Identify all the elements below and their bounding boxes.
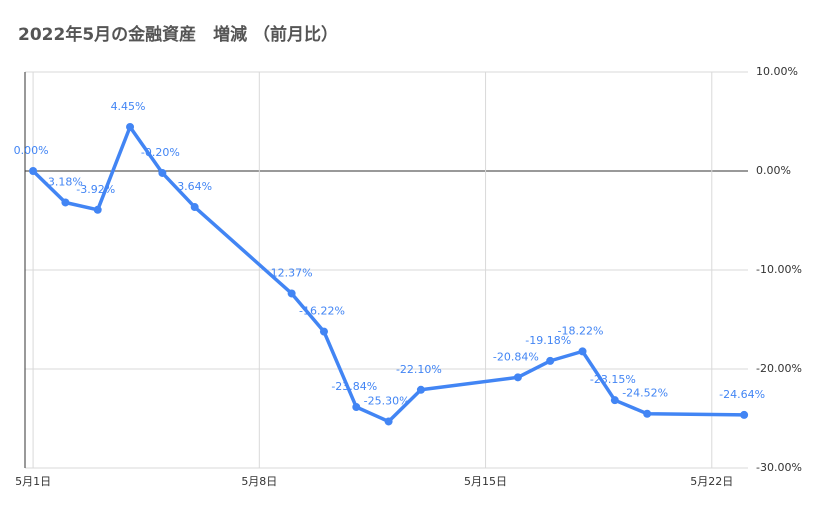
data-label: -20.84% [493, 350, 539, 363]
point [610, 396, 619, 405]
point [513, 373, 522, 382]
x-tick-label: 5月8日 [241, 475, 277, 488]
data-label: -0.20% [141, 146, 180, 159]
data-label: -25.30% [364, 394, 410, 407]
point [740, 410, 749, 419]
data-label: -23.84% [331, 380, 377, 393]
point [29, 167, 38, 175]
x-tick-label: 5月22日 [690, 475, 733, 488]
data-label: -18.22% [558, 324, 604, 337]
data-label: -12.37% [267, 266, 313, 279]
data-label: -3.64% [173, 180, 212, 193]
x-tick-label: 5月15日 [464, 475, 507, 488]
point [384, 417, 393, 426]
data-label: -24.64% [719, 388, 765, 401]
y-tick-label: -20.00% [756, 362, 802, 375]
point [643, 409, 652, 418]
point [319, 327, 328, 336]
point [61, 198, 70, 207]
point [93, 205, 102, 214]
data-label: -19.18% [525, 334, 571, 347]
point [352, 403, 361, 412]
chart-title: 2022年5月の金融資産 増減 （前月比） [18, 24, 338, 45]
data-label: -3.18% [44, 175, 83, 188]
x-tick-label: 5月1日 [15, 475, 51, 488]
point [190, 203, 199, 212]
point [416, 385, 425, 394]
point [158, 168, 167, 177]
data-label: -16.22% [299, 305, 345, 318]
y-tick-label: -30.00% [756, 461, 802, 474]
data-label: 4.45% [111, 100, 146, 113]
data-label: 0.00% [14, 144, 49, 157]
y-tick-label: 10.00% [756, 65, 798, 78]
data-label: -3.92% [76, 183, 115, 196]
point [546, 356, 555, 365]
y-tick-label: 0.00% [756, 164, 791, 177]
data-label: -24.52% [622, 387, 668, 400]
y-tick-label: -10.00% [756, 263, 802, 276]
point [287, 289, 296, 298]
point [578, 347, 587, 356]
data-label: -23.15% [590, 373, 636, 386]
data-label: -22.10% [396, 363, 442, 376]
point [126, 122, 135, 131]
